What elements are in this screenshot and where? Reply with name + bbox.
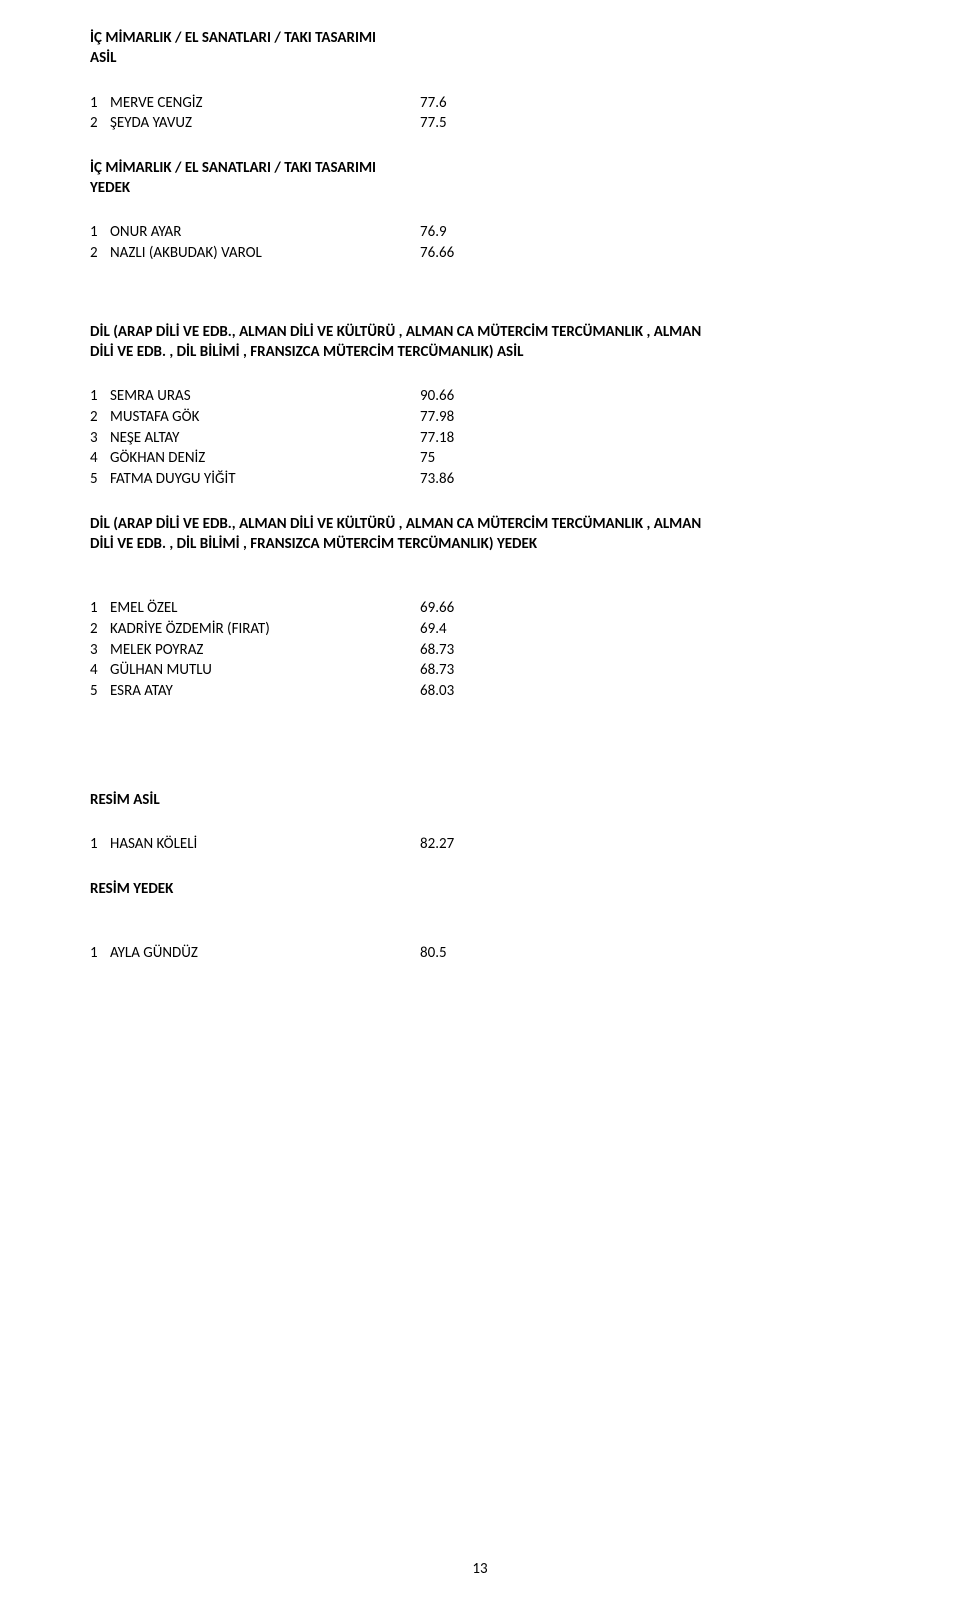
row-name: SEMRA URAS xyxy=(106,386,420,407)
table-row: 2 MUSTAFA GÖK 77.98 xyxy=(90,407,870,428)
row-index: 3 xyxy=(90,640,106,661)
row-name: MUSTAFA GÖK xyxy=(106,407,420,428)
section-header-line: ASİL xyxy=(90,48,870,68)
list-table: 1 ONUR AYAR 76.9 2 NAZLI (AKBUDAK) VAROL… xyxy=(90,222,870,263)
table-row: 2 ŞEYDA YAVUZ 77.5 xyxy=(90,113,870,134)
table-row: 2 NAZLI (AKBUDAK) VAROL 76.66 xyxy=(90,243,870,264)
row-name: ONUR AYAR xyxy=(106,222,420,243)
row-index: 5 xyxy=(90,469,106,490)
section-header-line: DİLİ VE EDB. , DİL BİLİMİ , FRANSIZCA MÜ… xyxy=(90,342,870,362)
list-table: 1 MERVE CENGİZ 77.6 2 ŞEYDA YAVUZ 77.5 xyxy=(90,93,870,134)
row-name: NAZLI (AKBUDAK) VAROL xyxy=(106,243,420,264)
table-row: 3 NEŞE ALTAY 77.18 xyxy=(90,428,870,449)
row-value: 69.66 xyxy=(420,598,500,619)
section-header-line: DİL (ARAP DİLİ VE EDB., ALMAN DİLİ VE KÜ… xyxy=(90,514,870,534)
row-index: 1 xyxy=(90,386,106,407)
row-name: MERVE CENGİZ xyxy=(106,93,420,114)
list-table: 1 HASAN KÖLELİ 82.27 xyxy=(90,834,870,855)
section-header-line: İÇ MİMARLIK / EL SANATLARI / TAKI TASARI… xyxy=(90,28,870,48)
row-value: 76.9 xyxy=(420,222,500,243)
row-index: 2 xyxy=(90,243,106,264)
row-name: FATMA DUYGU YİĞİT xyxy=(106,469,420,490)
row-value: 73.86 xyxy=(420,469,500,490)
row-index: 1 xyxy=(90,943,106,964)
row-value: 69.4 xyxy=(420,619,500,640)
row-name: NEŞE ALTAY xyxy=(106,428,420,449)
row-index: 1 xyxy=(90,598,106,619)
row-value: 90.66 xyxy=(420,386,500,407)
row-value: 77.98 xyxy=(420,407,500,428)
row-index: 1 xyxy=(90,222,106,243)
table-row: 1 ONUR AYAR 76.9 xyxy=(90,222,870,243)
page: İÇ MİMARLIK / EL SANATLARI / TAKI TASARI… xyxy=(0,0,960,1612)
table-row: 2 KADRİYE ÖZDEMİR (FIRAT) 69.4 xyxy=(90,619,870,640)
section-header-line: RESİM ASİL xyxy=(90,790,870,810)
row-value: 68.73 xyxy=(420,660,500,681)
section-header-line: DİLİ VE EDB. , DİL BİLİMİ , FRANSIZCA MÜ… xyxy=(90,534,870,554)
row-name: MELEK POYRAZ xyxy=(106,640,420,661)
table-row: 5 ESRA ATAY 68.03 xyxy=(90,681,870,702)
table-row: 1 HASAN KÖLELİ 82.27 xyxy=(90,834,870,855)
table-row: 1 EMEL ÖZEL 69.66 xyxy=(90,598,870,619)
row-value: 82.27 xyxy=(420,834,500,855)
row-value: 68.73 xyxy=(420,640,500,661)
row-name: HASAN KÖLELİ xyxy=(106,834,420,855)
row-index: 5 xyxy=(90,681,106,702)
row-index: 2 xyxy=(90,619,106,640)
row-name: ŞEYDA YAVUZ xyxy=(106,113,420,134)
row-index: 1 xyxy=(90,93,106,114)
row-value: 77.6 xyxy=(420,93,500,114)
page-number: 13 xyxy=(472,1560,487,1578)
row-index: 2 xyxy=(90,407,106,428)
row-name: GÖKHAN DENİZ xyxy=(106,448,420,469)
list-table: 1 SEMRA URAS 90.66 2 MUSTAFA GÖK 77.98 3… xyxy=(90,386,870,489)
section-header-line: YEDEK xyxy=(90,178,870,198)
table-row: 4 GÖKHAN DENİZ 75 xyxy=(90,448,870,469)
table-row: 1 MERVE CENGİZ 77.6 xyxy=(90,93,870,114)
row-name: ESRA ATAY xyxy=(106,681,420,702)
row-value: 75 xyxy=(420,448,500,469)
row-value: 80.5 xyxy=(420,943,500,964)
row-name: GÜLHAN MUTLU xyxy=(106,660,420,681)
row-index: 3 xyxy=(90,428,106,449)
section-header-line: İÇ MİMARLIK / EL SANATLARI / TAKI TASARI… xyxy=(90,158,870,178)
row-index: 1 xyxy=(90,834,106,855)
row-index: 4 xyxy=(90,448,106,469)
row-value: 68.03 xyxy=(420,681,500,702)
table-row: 1 SEMRA URAS 90.66 xyxy=(90,386,870,407)
section-header-line: RESİM YEDEK xyxy=(90,879,870,899)
row-value: 77.18 xyxy=(420,428,500,449)
list-table: 1 AYLA GÜNDÜZ 80.5 xyxy=(90,943,870,964)
section-header-line: DİL (ARAP DİLİ VE EDB., ALMAN DİLİ VE KÜ… xyxy=(90,322,870,342)
row-index: 2 xyxy=(90,113,106,134)
row-name: KADRİYE ÖZDEMİR (FIRAT) xyxy=(106,619,420,640)
row-value: 77.5 xyxy=(420,113,500,134)
table-row: 1 AYLA GÜNDÜZ 80.5 xyxy=(90,943,870,964)
row-name: EMEL ÖZEL xyxy=(106,598,420,619)
row-name: AYLA GÜNDÜZ xyxy=(106,943,420,964)
row-value: 76.66 xyxy=(420,243,500,264)
table-row: 3 MELEK POYRAZ 68.73 xyxy=(90,640,870,661)
table-row: 4 GÜLHAN MUTLU 68.73 xyxy=(90,660,870,681)
row-index: 4 xyxy=(90,660,106,681)
table-row: 5 FATMA DUYGU YİĞİT 73.86 xyxy=(90,469,870,490)
list-table: 1 EMEL ÖZEL 69.66 2 KADRİYE ÖZDEMİR (FIR… xyxy=(90,598,870,701)
